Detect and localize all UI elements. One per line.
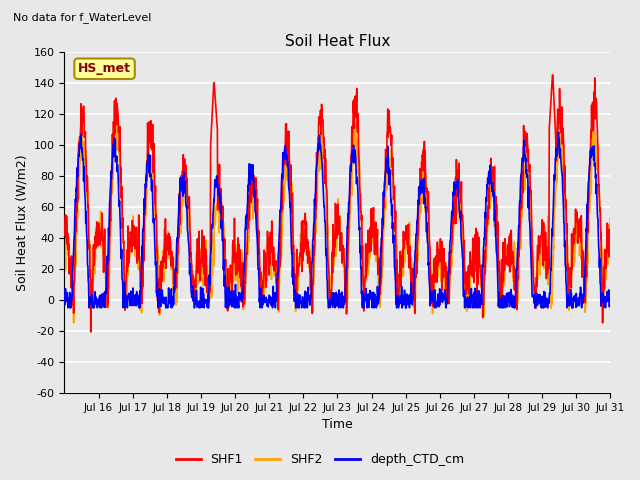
Y-axis label: Soil Heat Flux (W/m2): Soil Heat Flux (W/m2) <box>15 154 28 291</box>
Title: Soil Heat Flux: Soil Heat Flux <box>285 34 390 49</box>
X-axis label: Time: Time <box>322 419 353 432</box>
Legend: SHF1, SHF2, depth_CTD_cm: SHF1, SHF2, depth_CTD_cm <box>171 448 469 471</box>
Text: HS_met: HS_met <box>78 62 131 75</box>
Text: No data for f_WaterLevel: No data for f_WaterLevel <box>13 12 151 23</box>
